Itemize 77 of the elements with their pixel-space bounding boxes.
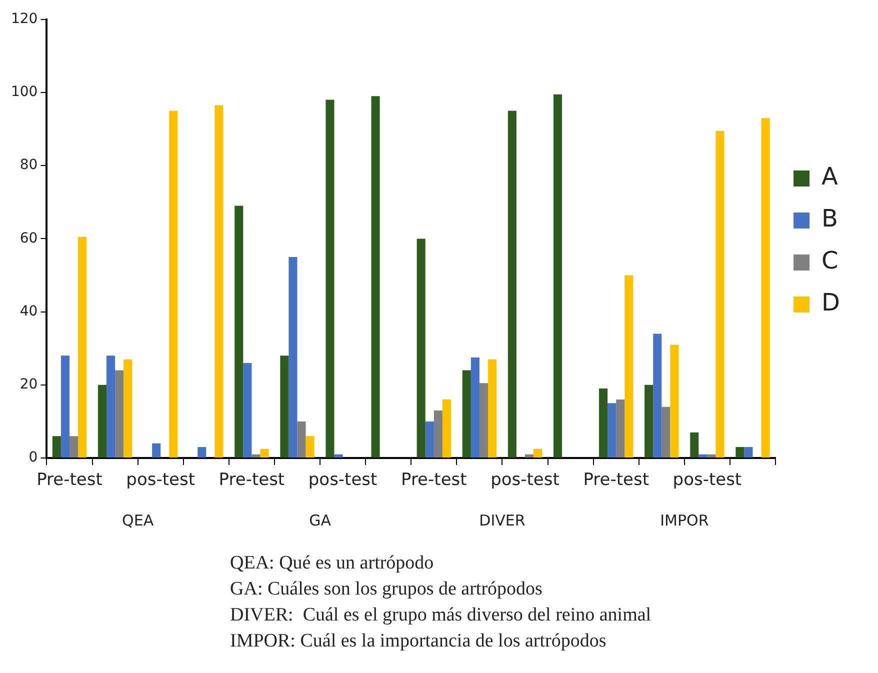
text: IMPOR [660, 511, 709, 530]
bar [326, 100, 334, 458]
legend-label: A [822, 162, 839, 191]
bar [599, 388, 608, 458]
bar [470, 357, 480, 458]
x-tick-label: pos-test [672, 470, 742, 490]
x-tick-label: pos-test [308, 470, 378, 490]
x-tick-label: Pre-test [400, 470, 468, 490]
legend-label: B [822, 204, 838, 233]
y-tick-label: 60 [20, 230, 38, 246]
bar [124, 359, 132, 458]
bar [243, 362, 252, 458]
bar [169, 110, 178, 458]
bar [52, 436, 61, 458]
bar [214, 105, 224, 458]
bar [152, 443, 161, 458]
text: GA: Cuáles son los grupos de artrópodos [230, 578, 542, 600]
x-tick-label: pos-test [490, 470, 560, 490]
bar [260, 448, 269, 458]
bar [508, 110, 516, 458]
text: GA [309, 511, 332, 530]
bar [115, 370, 124, 458]
text: DIVER: Cuál es el grupo más diverso del reino animal [230, 604, 652, 626]
y-tick-label: 20 [20, 376, 38, 393]
text: IMPOR: Cuál es la importancia de los artrópodos [230, 630, 606, 652]
bar [425, 421, 434, 458]
bar [488, 359, 497, 458]
bar [553, 94, 562, 458]
bar [736, 447, 744, 458]
x-tick-label: Pre-test [583, 470, 650, 490]
bar [690, 432, 699, 458]
bar [479, 383, 488, 458]
bar [288, 256, 298, 458]
bar [698, 454, 708, 458]
y-tick-label: 40 [20, 303, 38, 320]
bar [670, 344, 679, 458]
bar [644, 384, 654, 458]
legend-label: C [822, 246, 838, 275]
bar [60, 356, 70, 458]
legend-label: D [822, 288, 840, 317]
x-tick-label: Pre-test [36, 470, 103, 490]
bar [234, 206, 244, 458]
bar [334, 454, 343, 458]
bar [371, 96, 380, 458]
y-tick-label: 0 [28, 450, 38, 466]
bar [716, 130, 724, 458]
bar [252, 454, 260, 458]
bar [297, 421, 306, 458]
bar [761, 118, 770, 458]
bar [306, 436, 314, 458]
bar [662, 406, 670, 458]
bar [442, 400, 451, 458]
bar [462, 370, 471, 458]
bar [524, 454, 534, 458]
bar [106, 356, 116, 458]
bar [78, 236, 87, 458]
text: DIVER [479, 511, 526, 530]
bar [744, 447, 753, 458]
bar [434, 410, 442, 458]
bar [416, 238, 426, 458]
bar [280, 356, 289, 458]
y-tick-label: 80 [20, 157, 38, 174]
bar [608, 403, 616, 458]
bar [98, 384, 107, 458]
text: QEA: Qué es un artrópodo [230, 552, 434, 574]
x-tick-label: pos-test [126, 470, 196, 490]
text: QEA [122, 511, 154, 530]
bar [198, 447, 206, 458]
y-tick-label: 120 [10, 11, 38, 28]
bar [616, 400, 625, 458]
bar [653, 334, 662, 458]
y-tick-label: 100 [10, 84, 38, 100]
bar [707, 454, 716, 458]
bar [624, 275, 634, 458]
bar [534, 448, 542, 458]
bar [69, 436, 78, 458]
x-tick-label: Pre-test [218, 470, 285, 490]
